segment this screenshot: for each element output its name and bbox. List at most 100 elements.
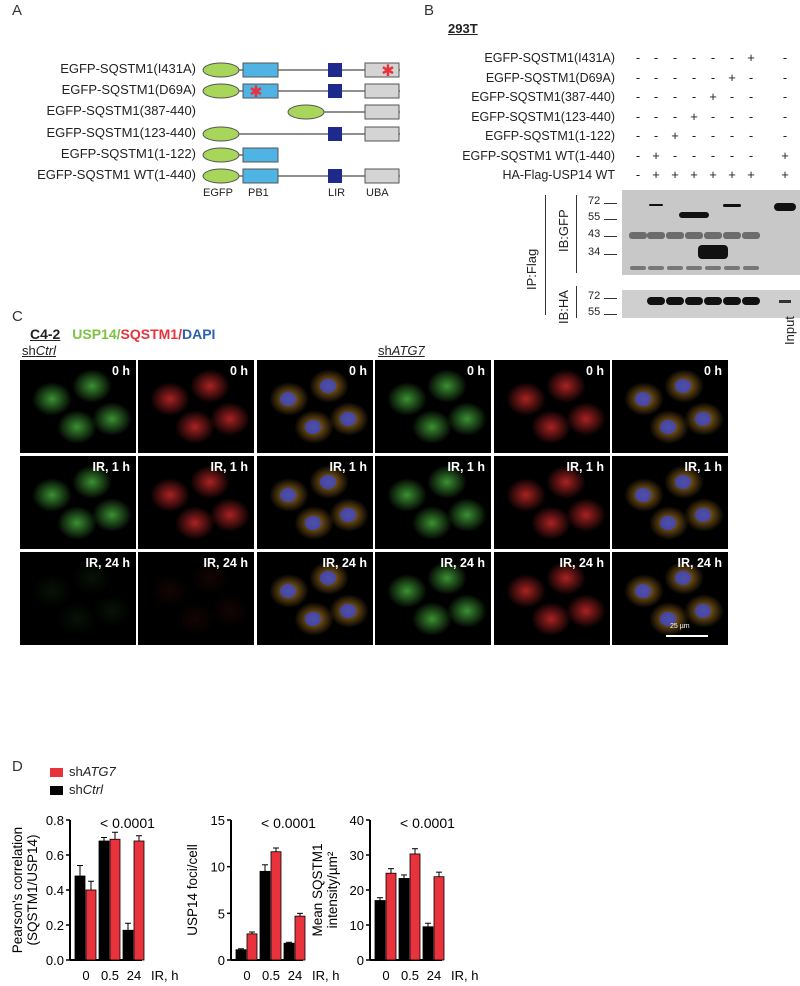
y-axis-label: Mean SQSTM1	[310, 843, 325, 936]
lane-sign: -	[691, 69, 697, 85]
cell	[72, 465, 112, 499]
cell	[412, 602, 452, 636]
construct-label: EGFP-SQSTM1(387-440)	[46, 103, 196, 118]
x-axis-label: IR, h	[312, 968, 339, 983]
x-tick-label: 24	[127, 968, 141, 983]
cell-line-293t: 293T	[448, 21, 478, 36]
micrograph: 0 h	[257, 360, 373, 453]
cell	[72, 369, 112, 403]
micrograph: IR, 24 h	[375, 552, 491, 645]
panel-b-label: B	[424, 2, 435, 19]
stain-usp14: USP14	[72, 326, 117, 342]
lane-sign: +	[747, 167, 755, 182]
lane-sign: +	[671, 167, 679, 182]
blot-band	[779, 300, 791, 303]
bar-shatg7	[85, 889, 97, 961]
y-tick-label: 0.8	[46, 813, 64, 828]
bar-shatg7	[109, 838, 121, 961]
uba-domain	[364, 104, 400, 120]
lane-sign: -	[710, 108, 716, 124]
y-tick-label: 0.2	[46, 918, 64, 933]
blot-band	[667, 266, 683, 270]
p-value-annotation: < 0.0001	[261, 815, 316, 831]
lane-sign: -	[729, 147, 735, 163]
bar-shatg7	[385, 872, 397, 961]
y-tick-label: 0.4	[46, 883, 64, 898]
timepoint-label: IR, 1 h	[566, 460, 604, 474]
lane-sign: +	[690, 167, 698, 182]
construct-row-label: HA-Flag-USP14 WT	[502, 168, 615, 182]
blot-band	[742, 232, 760, 239]
scale-bar	[666, 635, 708, 637]
lane-sign: -	[782, 50, 788, 65]
y-tick-label: 0	[357, 953, 364, 968]
mw-tick	[604, 203, 617, 204]
x-tick-label: 24	[427, 968, 441, 983]
cell	[506, 382, 546, 416]
cell	[57, 602, 97, 636]
egfp-domain	[202, 83, 240, 99]
lane-sign: -	[710, 69, 716, 85]
lane-sign: -	[691, 50, 697, 65]
cell	[175, 410, 215, 444]
micrograph: IR, 24 h	[612, 552, 728, 645]
bar-shctrl	[374, 900, 386, 961]
cell	[447, 402, 487, 436]
uba-domain	[364, 168, 400, 184]
cell	[72, 561, 112, 595]
group-shatg7: shATG7	[378, 343, 425, 358]
y-axis-label: Pearson's correlation	[10, 827, 25, 953]
bar-shatg7	[246, 933, 258, 961]
p-value-annotation: < 0.0001	[400, 815, 455, 831]
domain-label: LIR	[328, 187, 346, 199]
nucleus	[635, 392, 651, 406]
y-tick-label: 10	[350, 918, 364, 933]
uba-domain	[364, 126, 400, 142]
bar-shatg7	[270, 851, 282, 961]
blot-band	[630, 266, 646, 270]
group-gene: Ctrl	[35, 343, 56, 358]
chart-2: 0 10 20 30 40 0 0.5 24 IR, h < 0.0001 Mean SQSTM1 i…	[310, 813, 478, 983]
cell-line-c42: C4-2	[30, 326, 61, 342]
nucleus	[305, 516, 321, 530]
mw-tick	[604, 219, 617, 220]
micrograph: IR, 24 h	[494, 552, 610, 645]
y-axis-label: USP14 foci/cell	[185, 844, 200, 936]
timepoint-label: IR, 24 h	[440, 556, 485, 570]
cell	[92, 594, 132, 628]
stain-sep: /	[178, 326, 182, 342]
y-tick-label: 5	[218, 906, 225, 921]
cell	[546, 561, 586, 595]
chart-1: 0 5 10 15 0 0.5 24 IR, h < 0.0001 USP14 foci/cell	[185, 813, 339, 983]
timepoint-label: IR, 24 h	[85, 556, 130, 570]
ib-gfp-bracket	[576, 195, 577, 273]
legend-prefix: sh	[69, 782, 83, 797]
micrograph: 0 h	[612, 360, 728, 453]
bar-shctrl	[235, 949, 247, 961]
cell	[546, 465, 586, 499]
cell	[175, 506, 215, 540]
construct-schematic: ✱✱	[202, 62, 400, 184]
nucleus	[340, 508, 356, 522]
timepoint-label: IR, 1 h	[329, 460, 367, 474]
lane-sign: -	[729, 128, 735, 143]
blot-band	[698, 245, 728, 259]
mw-marker: 72	[588, 290, 601, 302]
construct-row-label: EGFP-SQSTM1 WT(1-440)	[462, 148, 615, 163]
timepoint-label: 0 h	[585, 364, 604, 378]
lane-sign: -	[635, 147, 641, 163]
cell	[546, 369, 586, 403]
timepoint-label: IR, 24 h	[322, 556, 367, 570]
blot-band	[685, 232, 703, 239]
y-tick-label: 20	[350, 883, 364, 898]
timepoint-label: 0 h	[229, 364, 248, 378]
lane-sign: -	[635, 89, 641, 104]
domain-label: PB1	[248, 187, 269, 199]
nucleus	[660, 420, 676, 434]
lane-sign: -	[653, 69, 659, 85]
blot-band	[723, 232, 741, 239]
cell	[427, 465, 467, 499]
blot-band	[723, 297, 741, 305]
blot-band	[723, 204, 741, 207]
blot-band	[774, 203, 796, 211]
